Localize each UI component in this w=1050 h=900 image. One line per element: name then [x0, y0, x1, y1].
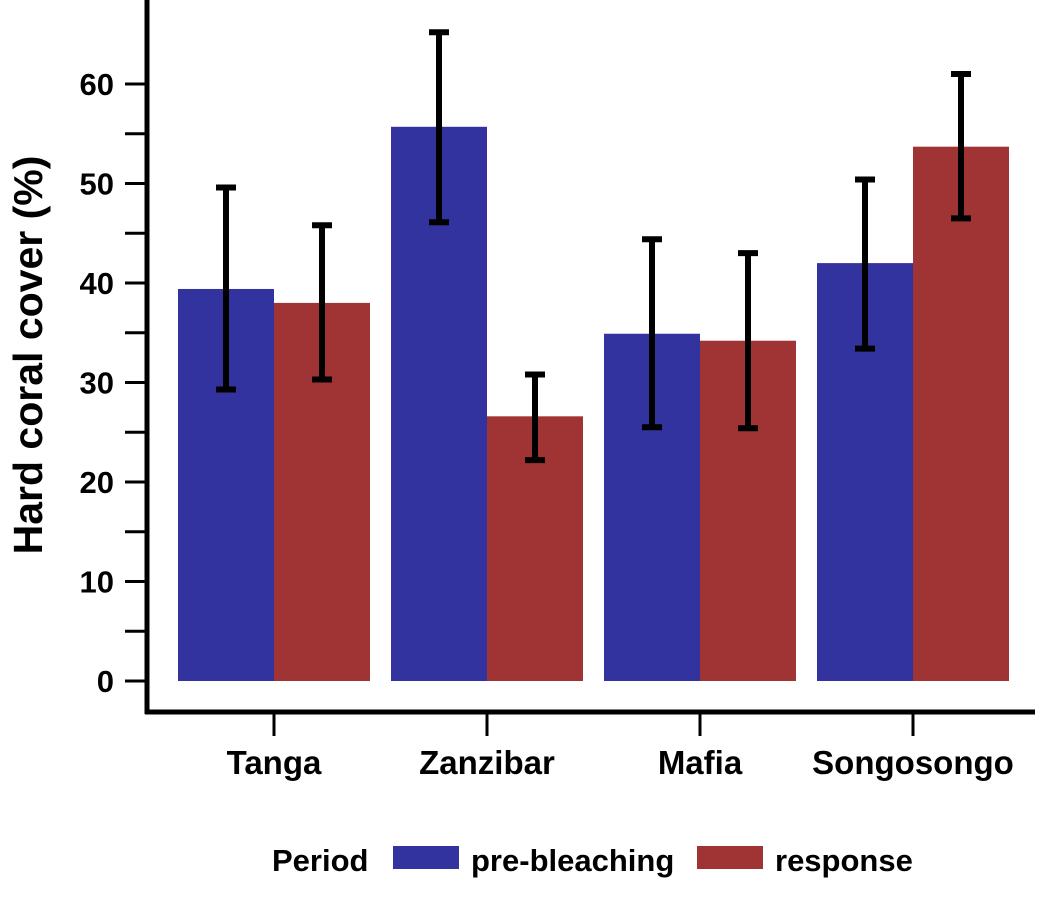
- x-tick-label-songosongo: Songosongo: [812, 744, 1014, 781]
- y-tick-label-50: 50: [80, 167, 114, 202]
- legend-swatch-pre-bleaching: [393, 846, 459, 869]
- legend-title: Period: [272, 843, 368, 878]
- y-tick-label-60: 60: [80, 67, 114, 102]
- y-tick-label-40: 40: [80, 266, 114, 301]
- y-tick-label-10: 10: [80, 565, 114, 600]
- legend: Period pre-bleaching response: [272, 843, 913, 878]
- legend-label-response: response: [775, 843, 913, 878]
- y-tick-label-30: 30: [80, 366, 114, 401]
- legend-label-pre-bleaching: pre-bleaching: [471, 843, 674, 878]
- x-tick-label-mafia: Mafia: [658, 744, 743, 781]
- y-tick-label-0: 0: [97, 664, 114, 699]
- y-ticks: 0 10 20 30 40 50 60: [80, 67, 147, 699]
- y-axis-title: Hard coral cover (%): [5, 156, 51, 555]
- y-tick-label-20: 20: [80, 465, 114, 500]
- x-tick-label-tanga: Tanga: [227, 744, 322, 781]
- bars: [178, 126, 1009, 681]
- bar-songosongo-response: [913, 146, 1009, 681]
- x-tick-label-zanzibar: Zanzibar: [419, 744, 555, 781]
- error-bars: [216, 29, 971, 464]
- x-ticks: Tanga Zanzibar Mafia Songosongo: [227, 712, 1014, 781]
- legend-swatch-response: [697, 846, 763, 869]
